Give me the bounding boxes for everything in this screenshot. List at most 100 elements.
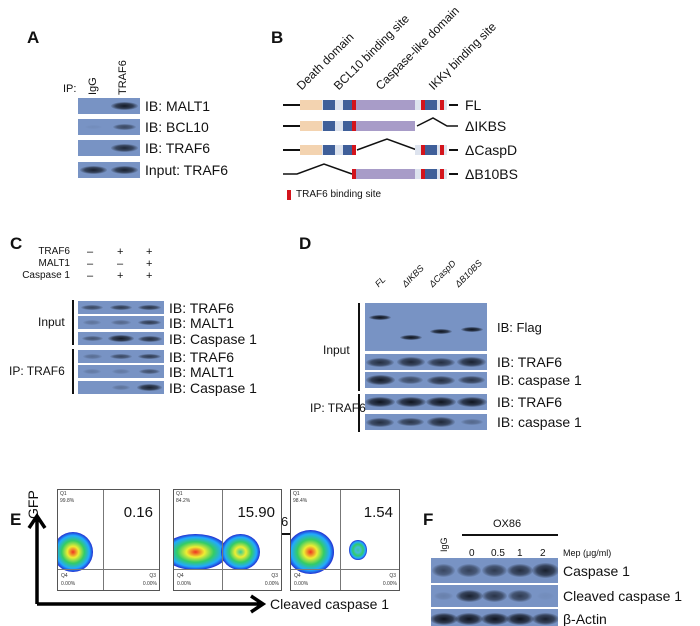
band xyxy=(137,384,163,391)
lane-label: 1 xyxy=(517,548,523,559)
quadrant-gate xyxy=(222,490,224,590)
band xyxy=(109,304,133,311)
ip-label: IP: xyxy=(63,83,77,95)
band xyxy=(110,353,132,360)
cell-population xyxy=(349,540,367,560)
band xyxy=(536,592,554,600)
quadrant-stat: Q4 xyxy=(61,573,68,579)
band xyxy=(460,418,483,426)
band xyxy=(366,417,395,427)
quadrant-stat: 0.00% xyxy=(382,581,397,587)
linker-line xyxy=(283,125,300,127)
band xyxy=(431,612,458,626)
linker-line xyxy=(283,149,300,151)
band xyxy=(369,315,391,320)
band xyxy=(431,564,456,577)
condition-value: – xyxy=(87,270,94,282)
domain-segment xyxy=(323,121,335,131)
deletion-line xyxy=(416,117,458,127)
band xyxy=(111,385,131,390)
blot-row xyxy=(431,609,558,626)
q2-percentage: 0.16 xyxy=(123,504,153,521)
x-arrow-icon xyxy=(37,594,267,614)
band xyxy=(84,124,103,130)
quadrant-stat: Q1 xyxy=(293,491,300,497)
band xyxy=(457,564,482,577)
domain-segment xyxy=(300,100,322,110)
blot-row xyxy=(78,98,140,114)
band xyxy=(481,590,508,602)
blot-label: IB: caspase 1 xyxy=(497,372,582,388)
blot-label: IB: Caspase 1 xyxy=(169,380,257,396)
blot-label: IB: TRAF6 xyxy=(169,349,235,365)
domain-segment xyxy=(421,169,425,179)
domain-segment xyxy=(440,100,444,110)
band xyxy=(366,357,395,367)
band xyxy=(80,166,107,174)
group-label: Input xyxy=(38,315,65,329)
band xyxy=(83,369,102,374)
cell-population xyxy=(221,534,260,570)
domain-segment xyxy=(440,145,444,155)
band xyxy=(507,563,533,578)
linker-line xyxy=(283,104,300,106)
condition-value: + xyxy=(146,258,153,270)
dose-label: Mep (μg/ml) xyxy=(563,548,612,558)
blot-label: IB: MALT1 xyxy=(169,364,235,380)
domain-segment xyxy=(425,169,437,179)
domain-segment xyxy=(352,145,356,155)
blot-label: IB: MALT1 xyxy=(169,315,235,331)
group-bracket xyxy=(358,303,360,391)
blot-label: IB: TRAF6 xyxy=(169,300,235,316)
band xyxy=(139,368,161,375)
band xyxy=(399,335,422,340)
quadrant-gate xyxy=(58,569,159,570)
group-bracket xyxy=(358,394,360,432)
quadrant-stat: 0.00% xyxy=(264,581,279,587)
condition-value: – xyxy=(117,258,124,270)
blot-label: IB: Flag xyxy=(497,320,542,335)
condition-label: TRAF6 xyxy=(38,246,70,257)
domain-segment xyxy=(352,100,356,110)
quadrant-stat: 0.00% xyxy=(142,581,157,587)
cell-population xyxy=(58,532,94,572)
band xyxy=(455,612,484,626)
band xyxy=(138,353,162,360)
band xyxy=(398,375,424,385)
quadrant-gate xyxy=(103,490,105,590)
band xyxy=(83,320,102,325)
quadrant-stat: 98.4% xyxy=(293,498,308,504)
condition-value: + xyxy=(146,270,153,282)
group-label: IP: TRAF6 xyxy=(9,364,65,378)
band xyxy=(531,563,558,578)
quadrant-stat: 0.00% xyxy=(61,581,76,587)
blot-label: IB: MALT1 xyxy=(145,98,211,114)
quadrant-stat: 99.8% xyxy=(60,498,75,504)
band xyxy=(427,375,456,385)
blot-row xyxy=(78,316,164,329)
blot-flag xyxy=(365,303,487,351)
blot-row xyxy=(365,354,487,370)
band xyxy=(482,563,507,578)
y-arrow-icon xyxy=(27,512,47,604)
panel-b-label: B xyxy=(271,28,284,47)
band xyxy=(112,123,137,131)
domain-segment xyxy=(343,145,352,155)
quadrant-stat: Q1 xyxy=(60,491,67,497)
band xyxy=(112,369,130,374)
band xyxy=(137,304,162,311)
construct-label: ΔCaspD xyxy=(465,142,518,158)
flow-plot: Q1 98.4% Q4 0.00% Q3 0.00% 1.54 xyxy=(290,489,400,591)
condition-value: + xyxy=(117,270,124,282)
construct-label: ΔB10BS xyxy=(465,166,518,182)
linker-line xyxy=(449,104,458,106)
band xyxy=(397,417,425,427)
lane-label: ΔCaspD xyxy=(426,258,458,289)
domain-segment xyxy=(356,100,415,110)
band xyxy=(111,144,138,152)
blot-row xyxy=(78,365,164,378)
domain-segment xyxy=(356,121,415,131)
quadrant-stat: Q3 xyxy=(149,573,156,579)
lane-label: IgG xyxy=(439,537,449,552)
blot-label: Input: TRAF6 xyxy=(145,162,229,178)
